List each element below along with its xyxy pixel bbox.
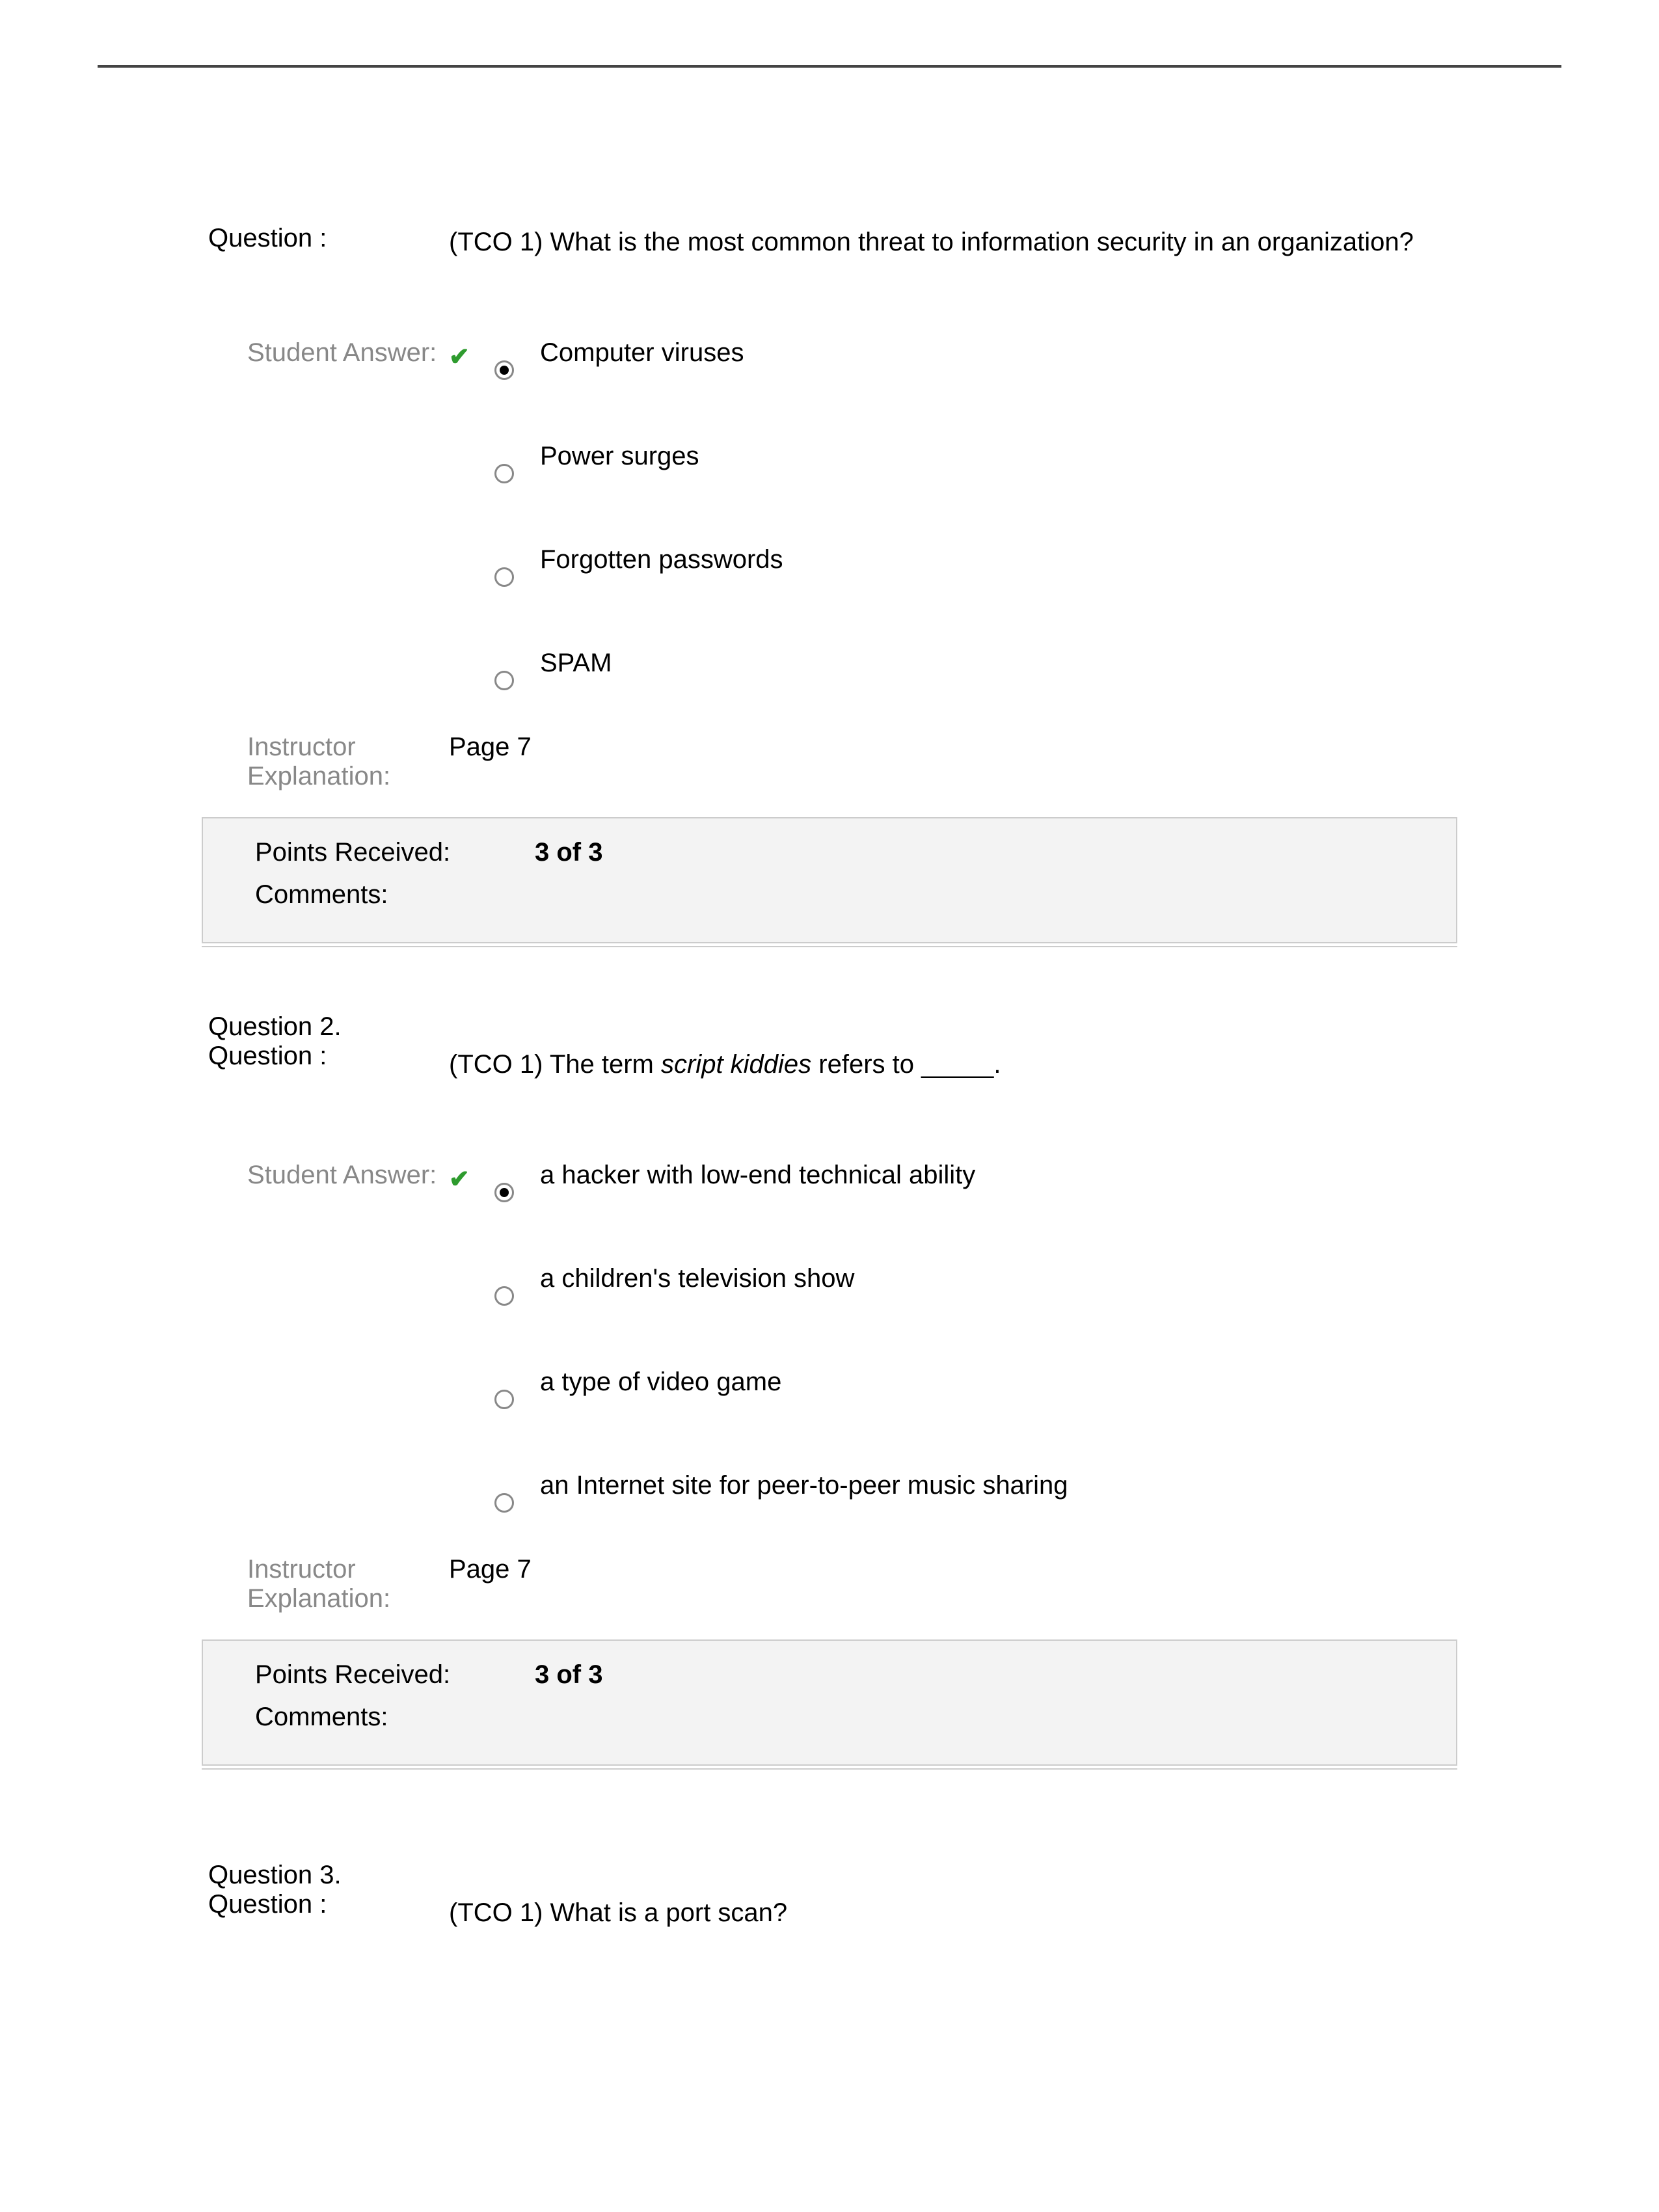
points-received-label: Points Received: — [255, 838, 535, 867]
question-label-2: Question 2. Question : — [98, 1012, 449, 1071]
points-received-row-1: Points Received: 3 of 3 — [255, 838, 1417, 867]
correct-check-2-3 — [449, 1368, 475, 1371]
correct-check-2-1: ✔ — [449, 1161, 475, 1194]
comments-label: Comments: — [255, 880, 535, 910]
question-number-3: Question 3. Question : — [208, 1861, 342, 1919]
radio-1-1[interactable] — [494, 338, 520, 383]
radio-icon — [494, 1286, 514, 1306]
option-1-2: Power surges — [449, 442, 1522, 487]
radio-icon — [494, 567, 514, 587]
option-text-2-3: a type of video game — [540, 1368, 1522, 1397]
answer-row-1: Student Answer: ✔ Computer viruses Power… — [98, 338, 1561, 694]
question-block-3: Question 3. Question : (TCO 1) What is a… — [98, 1861, 1561, 1931]
option-1-1: ✔ Computer viruses — [449, 338, 1522, 383]
option-1-4: SPAM — [449, 649, 1522, 694]
separator-2 — [202, 1768, 1457, 1770]
option-text-2-1: a hacker with low-end technical ability — [540, 1161, 1522, 1190]
options-col-2: ✔ a hacker with low-end technical abilit… — [449, 1161, 1561, 1516]
correct-check-1-2 — [449, 442, 475, 446]
correct-check-1-1: ✔ — [449, 338, 475, 371]
question-label-3: Question 3. Question : — [98, 1861, 449, 1919]
question-label-1: Question : — [98, 224, 449, 253]
radio-1-2[interactable] — [494, 442, 520, 487]
points-received-val-1: 3 of 3 — [535, 838, 602, 867]
question-block-1: Question : (TCO 1) What is the most comm… — [98, 224, 1561, 947]
question-header-3: Question 3. Question : (TCO 1) What is a… — [98, 1861, 1561, 1931]
instructor-label-2: Instructor Explanation: — [98, 1555, 449, 1613]
option-text-1-4: SPAM — [540, 649, 1522, 678]
comments-row-2: Comments: — [255, 1703, 1417, 1732]
points-received-val-2: 3 of 3 — [535, 1660, 602, 1690]
question-prompt-3: (TCO 1) What is a port scan? — [449, 1895, 1522, 1931]
student-answer-label-text-2: Student Answer: — [247, 1161, 437, 1189]
options-list-2: ✔ a hacker with low-end technical abilit… — [449, 1161, 1522, 1516]
instructor-label-1: Instructor Explanation: — [98, 733, 449, 791]
points-box-1: Points Received: 3 of 3 Comments: — [202, 817, 1457, 943]
student-answer-label-2: Student Answer: — [98, 1161, 449, 1190]
question-prompt-col-2: (TCO 1) The term script kiddies refers t… — [449, 1012, 1561, 1083]
option-text-2-2: a children's television show — [540, 1264, 1522, 1293]
instructor-label-text-2: Instructor Explanation: — [247, 1555, 390, 1613]
radio-2-1[interactable] — [494, 1161, 520, 1206]
question-number-2: Question 2. Question : — [208, 1012, 342, 1070]
points-received-label-2: Points Received: — [255, 1660, 535, 1690]
instructor-val-2: Page 7 — [449, 1555, 1522, 1584]
separator-1 — [202, 946, 1457, 947]
question-label-text: Question : — [208, 224, 327, 252]
question-prompt-col-1: (TCO 1) What is the most common threat t… — [449, 224, 1561, 260]
option-text-1-2: Power surges — [540, 442, 1522, 471]
correct-check-2-4 — [449, 1471, 475, 1475]
instructor-row-2: Instructor Explanation: Page 7 — [98, 1555, 1561, 1613]
points-box-2: Points Received: 3 of 3 Comments: — [202, 1639, 1457, 1766]
option-2-1: ✔ a hacker with low-end technical abilit… — [449, 1161, 1522, 1206]
instructor-row-1: Instructor Explanation: Page 7 — [98, 733, 1561, 791]
question-prompt-2: (TCO 1) The term script kiddies refers t… — [449, 1046, 1522, 1083]
correct-check-1-3 — [449, 545, 475, 549]
checkmark-icon: ✔ — [449, 344, 470, 371]
radio-icon — [494, 360, 514, 380]
student-answer-label-text: Student Answer: — [247, 338, 437, 367]
question-header-1: Question : (TCO 1) What is the most comm… — [98, 224, 1561, 260]
points-received-row-2: Points Received: 3 of 3 — [255, 1660, 1417, 1690]
option-text-2-4: an Internet site for peer-to-peer music … — [540, 1471, 1522, 1500]
comments-row-1: Comments: — [255, 880, 1417, 910]
comments-label-2: Comments: — [255, 1703, 535, 1732]
option-2-2: a children's television show — [449, 1264, 1522, 1309]
radio-icon — [494, 1183, 514, 1202]
prompt-2-pre: (TCO 1) The term — [449, 1050, 661, 1079]
option-text-1-3: Forgotten passwords — [540, 545, 1522, 574]
page-container: Question : (TCO 1) What is the most comm… — [0, 65, 1659, 1931]
radio-2-2[interactable] — [494, 1264, 520, 1309]
radio-1-4[interactable] — [494, 649, 520, 694]
radio-icon — [494, 1390, 514, 1409]
options-col-1: ✔ Computer viruses Power surges Forgotte… — [449, 338, 1561, 694]
question-prompt-col-3: (TCO 1) What is a port scan? — [449, 1861, 1561, 1931]
top-rule — [98, 65, 1561, 68]
instructor-label-text: Instructor Explanation: — [247, 733, 390, 790]
prompt-2-italic: script kiddies — [661, 1050, 811, 1079]
option-text-1-1: Computer viruses — [540, 338, 1522, 368]
checkmark-icon: ✔ — [449, 1166, 470, 1193]
question-header-2: Question 2. Question : (TCO 1) The term … — [98, 1012, 1561, 1083]
correct-check-2-2 — [449, 1264, 475, 1268]
instructor-val-col-1: Page 7 — [449, 733, 1561, 762]
option-2-4: an Internet site for peer-to-peer music … — [449, 1471, 1522, 1516]
radio-2-4[interactable] — [494, 1471, 520, 1516]
instructor-val-1: Page 7 — [449, 733, 1522, 762]
radio-2-3[interactable] — [494, 1368, 520, 1412]
radio-icon — [494, 1493, 514, 1513]
answer-row-2: Student Answer: ✔ a hacker with low-end … — [98, 1161, 1561, 1516]
radio-icon — [494, 464, 514, 483]
instructor-val-col-2: Page 7 — [449, 1555, 1561, 1584]
radio-1-3[interactable] — [494, 545, 520, 590]
option-1-3: Forgotten passwords — [449, 545, 1522, 590]
option-2-3: a type of video game — [449, 1368, 1522, 1412]
radio-icon — [494, 671, 514, 690]
correct-check-1-4 — [449, 649, 475, 653]
student-answer-label-1: Student Answer: — [98, 338, 449, 368]
prompt-2-post: refers to _____. — [811, 1050, 1001, 1079]
question-prompt-1: (TCO 1) What is the most common threat t… — [449, 224, 1522, 260]
options-list-1: ✔ Computer viruses Power surges Forgotte… — [449, 338, 1522, 694]
question-block-2: Question 2. Question : (TCO 1) The term … — [98, 1012, 1561, 1770]
